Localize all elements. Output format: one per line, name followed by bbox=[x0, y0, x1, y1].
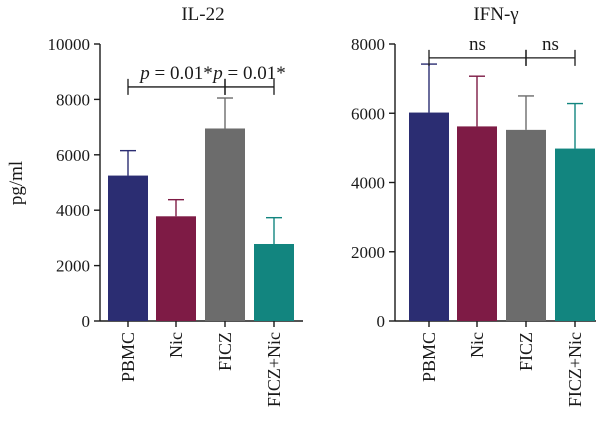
y-tick-label: 2000 bbox=[351, 243, 385, 262]
bar-nic bbox=[457, 126, 497, 321]
y-tick-label: 4000 bbox=[351, 174, 385, 193]
significance-bracket bbox=[525, 49, 576, 66]
significance-bracket bbox=[224, 78, 275, 95]
significance-label: ns bbox=[469, 34, 486, 55]
significance-label: p = 0.01* bbox=[211, 63, 285, 84]
x-tick-label: FICZ bbox=[215, 332, 235, 371]
ifng-panel: IFN-γ 0 2000 4000 6000 8000 PBMC Nic FICZ FICZ+N… bbox=[351, 4, 596, 407]
y-tick-label: 4000 bbox=[56, 201, 90, 220]
x-tick-label: FICZ+Nic bbox=[264, 332, 284, 407]
x-tick-label: PBMC bbox=[419, 332, 439, 382]
significance-label: ns bbox=[542, 34, 559, 55]
panel-title: IL-22 bbox=[181, 4, 224, 25]
y-tick-label: 2000 bbox=[56, 257, 90, 276]
y-tick-label: 8000 bbox=[56, 90, 90, 109]
y-tick-label: 0 bbox=[377, 312, 386, 331]
y-tick-label: 10000 bbox=[48, 35, 91, 54]
x-tick-label: PBMC bbox=[118, 332, 138, 382]
x-tick-label: FICZ+Nic bbox=[565, 332, 585, 407]
bar-ficz bbox=[506, 129, 546, 321]
bar-ficz-nic bbox=[254, 243, 294, 321]
bar-ficz bbox=[205, 128, 245, 321]
bar-pbmc bbox=[108, 175, 148, 321]
x-tick-label: Nic bbox=[166, 332, 186, 358]
bar-nic bbox=[156, 216, 196, 321]
il22-panel: IL-22 pg/ml 0 2000 4000 6000 8000 10000 PBMC Ni… bbox=[6, 4, 303, 407]
bar-ficz-nic bbox=[555, 148, 595, 321]
x-tick-label: FICZ bbox=[516, 332, 536, 371]
y-tick-label: 6000 bbox=[56, 146, 90, 165]
y-axis-label: pg/ml bbox=[6, 161, 27, 205]
y-tick-label: 0 bbox=[82, 312, 91, 331]
y-tick-label: 8000 bbox=[351, 35, 385, 54]
bar-pbmc bbox=[409, 112, 449, 322]
x-tick-label: Nic bbox=[467, 332, 487, 358]
y-tick-label: 6000 bbox=[351, 104, 385, 123]
panel-title: IFN-γ bbox=[473, 4, 518, 25]
significance-label: p = 0.01* bbox=[138, 63, 212, 84]
